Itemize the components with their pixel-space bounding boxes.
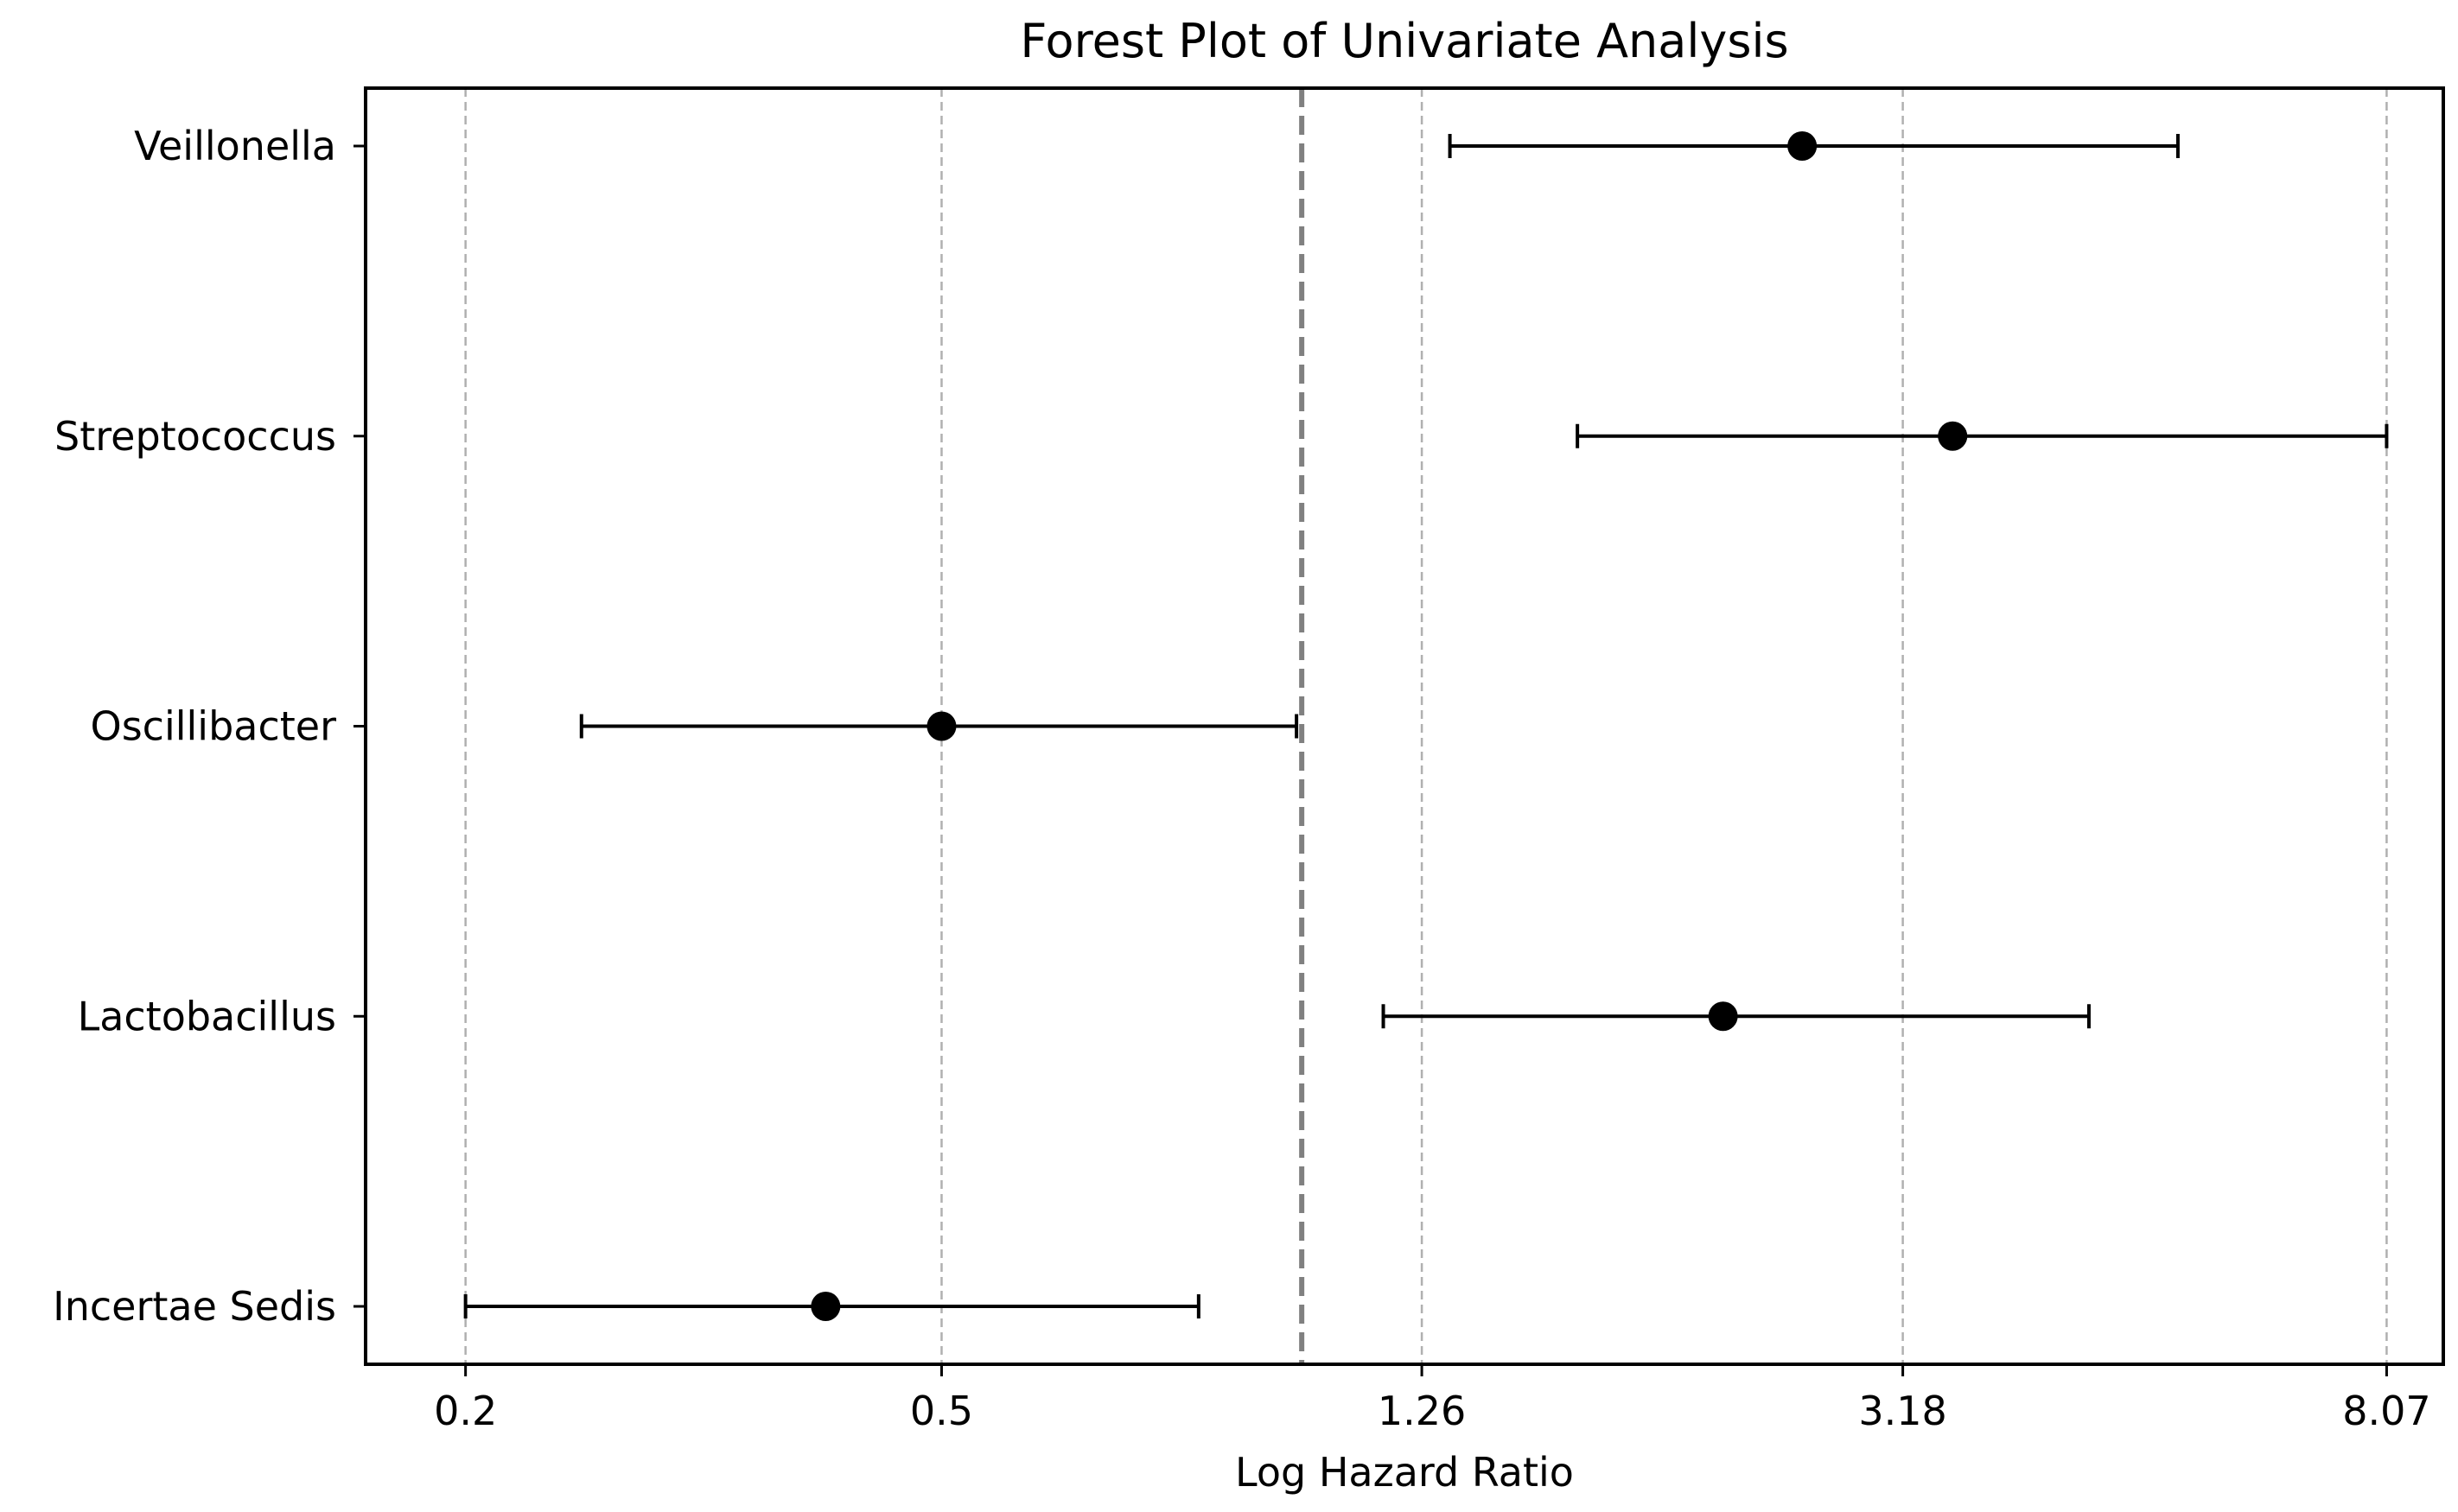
data-marks <box>463 131 2389 1321</box>
x-tick-label: 3.18 <box>1858 1388 1946 1434</box>
x-tick-label: 1.26 <box>1378 1388 1466 1434</box>
y-axis-ticks: Veillonella Streptococcus Oscillibacter Lac… <box>53 123 366 1330</box>
x-tick-label: 8.07 <box>2342 1388 2430 1434</box>
y-tick-label: Incertae Sedis <box>53 1283 336 1330</box>
y-tick-label: Veillonella <box>134 123 336 169</box>
estimate-point <box>1938 421 1968 451</box>
x-tick-label: 0.2 <box>434 1388 497 1434</box>
estimate-point <box>1787 131 1818 161</box>
y-tick-label: Oscillibacter <box>90 703 336 750</box>
estimate-point <box>811 1292 841 1321</box>
estimate-point <box>1708 1001 1738 1032</box>
y-tick-label: Lactobacillus <box>78 993 336 1039</box>
x-axis-label: Log Hazard Ratio <box>1235 1449 1574 1496</box>
y-tick-label: Streptococcus <box>54 413 336 460</box>
chart-title: Forest Plot of Univariate Analysis <box>1020 14 1788 68</box>
x-axis-ticks: 0.2 0.5 1.26 3.18 8.07 <box>434 1364 2431 1434</box>
estimate-point <box>927 711 957 741</box>
x-tick-label: 0.5 <box>910 1388 973 1434</box>
